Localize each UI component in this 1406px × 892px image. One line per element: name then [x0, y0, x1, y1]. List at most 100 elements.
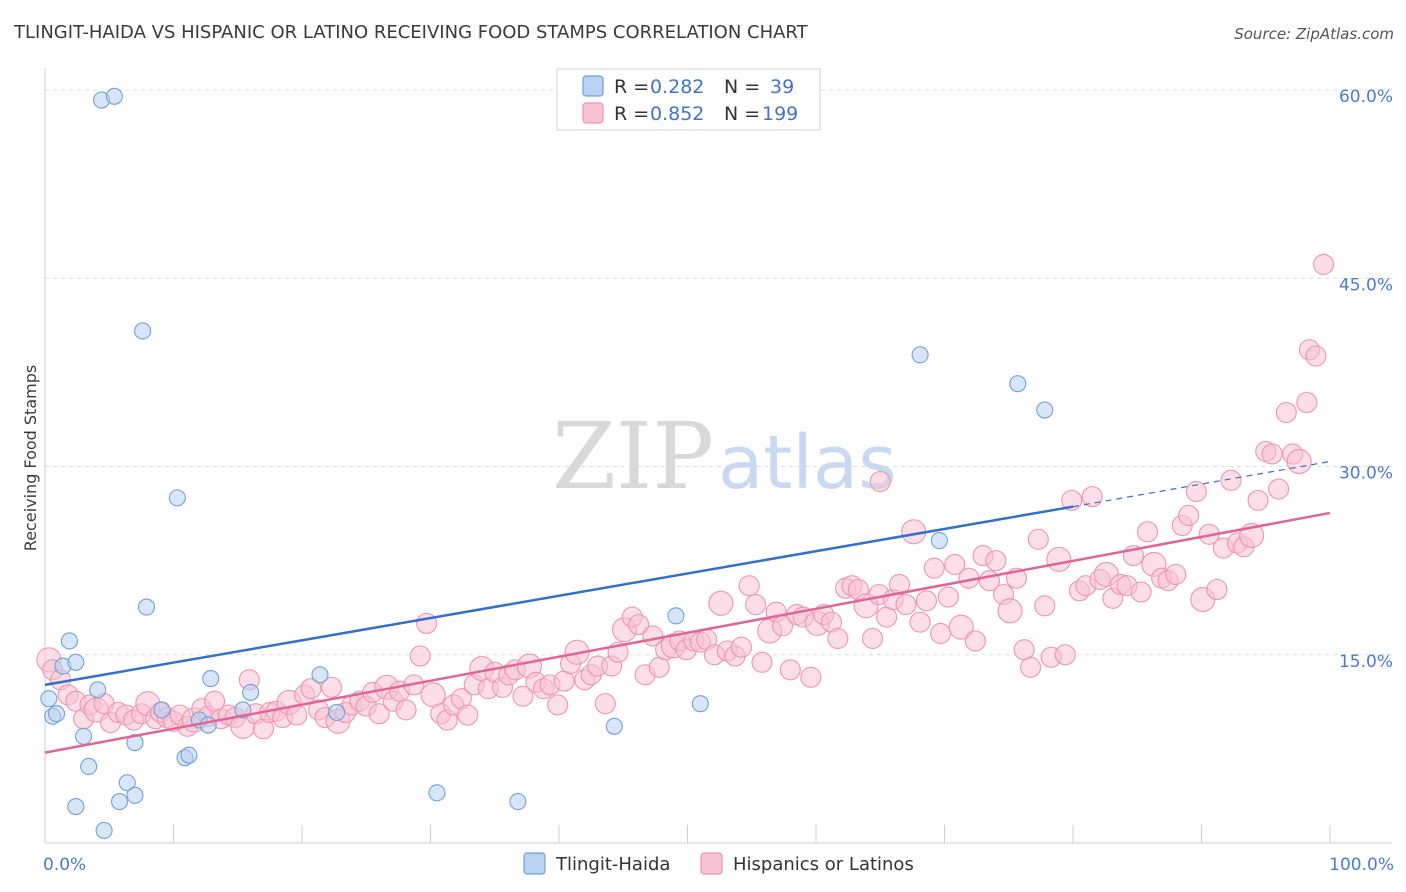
hispanic-point-167 — [1185, 481, 1207, 503]
hispanic-point-54 — [409, 645, 431, 667]
hispanic-point-98 — [708, 590, 734, 616]
tlingit-point-9 — [67, 798, 85, 816]
hispanic-point-159 — [1130, 581, 1152, 603]
hispanic-point-179 — [1268, 478, 1290, 500]
tlingit-point-31 — [509, 793, 527, 811]
hispanic-point-143 — [1020, 656, 1042, 678]
hispanic-point-52 — [395, 699, 417, 721]
tlingit-point-22 — [180, 746, 198, 764]
hispanic-point-186 — [1313, 253, 1335, 275]
chart-title: TLINGIT-HAIDA VS HISPANIC OR LATINO RECE… — [13, 22, 809, 43]
hispanic-point-135 — [964, 630, 986, 652]
hispanic-point-111 — [800, 666, 822, 688]
tlingit-point-18 — [137, 598, 156, 616]
tlingit-point-10 — [95, 821, 113, 840]
hispanic-point-138 — [985, 550, 1007, 572]
watermark-atlas: atlas — [718, 420, 897, 506]
hispanic-point-152 — [1081, 486, 1103, 508]
hispanic-point-148 — [1054, 644, 1076, 666]
hispanic-point-108 — [779, 659, 801, 681]
hispanic-point-125 — [895, 593, 917, 616]
tlingit-point-33 — [667, 607, 685, 625]
hispanic-point-140 — [997, 598, 1023, 624]
tlingit-point-20 — [153, 701, 171, 719]
legend-r-value-1: 0.282 — [650, 76, 704, 98]
hispanic-point-185 — [1305, 345, 1327, 367]
hispanic-point-144 — [1027, 528, 1049, 550]
hispanic-point-104 — [751, 651, 773, 673]
tlingit-point-11 — [110, 793, 129, 811]
hispanic-point-131 — [937, 586, 959, 608]
hispanic-point-172 — [1220, 469, 1242, 491]
hispanic-point-48 — [368, 703, 390, 725]
hispanic-point-128 — [915, 590, 938, 612]
legend-r-label-2: R = — [614, 103, 649, 125]
hispanic-point-41 — [321, 676, 343, 698]
trend-lines — [44, 460, 1331, 754]
hispanic-point-61 — [457, 704, 479, 726]
tlingit-point-30 — [428, 784, 446, 802]
tlingit-point-5 — [67, 653, 85, 671]
tlingit-point-0 — [40, 690, 58, 708]
x-tick-label-1: 100.0% — [1329, 855, 1394, 875]
series-legend-label-tlingit: Tlingit-Haida — [555, 854, 670, 875]
hispanic-point-127 — [909, 611, 931, 633]
hispanic-point-147 — [1046, 546, 1072, 572]
hispanic-point-183 — [1296, 391, 1318, 414]
hispanic-point-170 — [1206, 578, 1228, 601]
legend-swatch-tlingit — [582, 75, 604, 97]
hispanic-point-129 — [923, 557, 945, 579]
hispanic-point-133 — [948, 614, 974, 640]
hispanic-point-145 — [1034, 595, 1056, 617]
tlingit-point-27 — [242, 683, 260, 701]
hispanic-point-130 — [930, 622, 952, 644]
legend-swatch-hispanic — [582, 102, 604, 124]
hispanic-point-102 — [738, 575, 760, 597]
hispanic-point-160 — [1136, 521, 1159, 543]
legend-r-value-2: 0.852 — [650, 103, 704, 125]
hispanic-point-103 — [745, 593, 767, 616]
tlingit-trend-line — [44, 505, 1074, 687]
hispanic-point-74 — [547, 694, 569, 716]
hispanic-point-164 — [1165, 563, 1187, 585]
tlingit-point-12 — [118, 774, 136, 792]
y-tick-labels: 15.0% 30.0% 45.0% 60.0% — [1339, 87, 1393, 672]
tlingit-point-37 — [1009, 375, 1027, 393]
watermark-zip: ZIP — [552, 403, 714, 510]
stats-legend: R = 0.282 N = 39 R = 0.852 N = 199 — [556, 68, 821, 131]
series-legend-label-hispanic: Hispanics or Latinos — [733, 854, 914, 875]
hispanic-point-180 — [1275, 401, 1297, 424]
hispanic-point-182 — [1286, 448, 1312, 475]
tlingit-point-36 — [930, 531, 948, 550]
tlingit-point-6 — [75, 727, 93, 745]
tlingit-point-16 — [105, 87, 123, 105]
tlingit-point-19 — [168, 489, 186, 507]
hispanic-point-101 — [730, 636, 753, 658]
tlingit-point-17 — [134, 322, 152, 340]
hispanic-point-38 — [300, 678, 322, 700]
tlingit-point-29 — [328, 703, 346, 722]
tlingit-point-4 — [60, 632, 78, 650]
scatter-points — [36, 87, 1335, 840]
hispanic-point-69 — [512, 685, 534, 707]
y-tick-label-3: 60.0% — [1339, 87, 1393, 107]
hispanic-point-86 — [628, 614, 650, 636]
hispanic-trend-line — [44, 511, 1331, 754]
series-legend-swatch-hispanic — [700, 852, 723, 875]
x-tick-label-0: 0.0% — [43, 855, 86, 875]
legend-n-label-1: N = — [724, 76, 760, 98]
grid-lines — [45, 89, 1392, 656]
tlingit-point-32 — [605, 717, 623, 735]
hispanic-point-132 — [944, 553, 966, 575]
tlingit-point-7 — [80, 757, 98, 775]
hispanic-point-176 — [1247, 489, 1269, 511]
series-legend-swatch-tlingit — [523, 852, 546, 875]
tlingit-point-35 — [911, 346, 929, 364]
tlingit-point-25 — [202, 670, 220, 688]
legend-n-value-2: 199 — [762, 103, 798, 125]
hispanic-point-122 — [876, 606, 898, 628]
x-tick-labels: 0.0% 100.0% — [43, 855, 1394, 875]
tlingit-point-13 — [126, 786, 144, 804]
series-legend: Tlingit-Haida Hispanics or Latinos — [523, 852, 914, 875]
